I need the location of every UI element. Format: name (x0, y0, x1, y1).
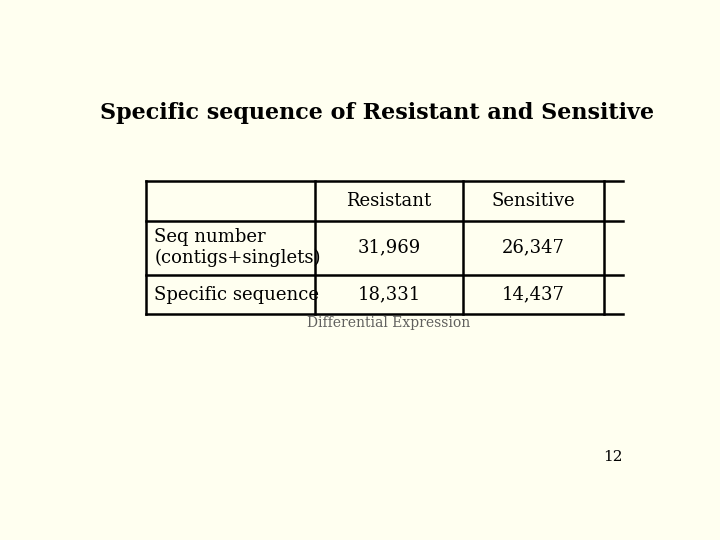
Text: Sensitive: Sensitive (492, 192, 575, 210)
Text: Differential Expression: Differential Expression (307, 316, 471, 330)
Text: 18,331: 18,331 (358, 286, 420, 303)
Text: Specific sequence: Specific sequence (154, 286, 319, 303)
Text: 14,437: 14,437 (502, 286, 565, 303)
Text: 31,969: 31,969 (358, 239, 420, 256)
Text: Specific sequence of Resistant and Sensitive: Specific sequence of Resistant and Sensi… (100, 102, 654, 124)
Text: Resistant: Resistant (346, 192, 432, 210)
Text: 12: 12 (603, 450, 623, 464)
Text: Seq number
(contigs+singlets): Seq number (contigs+singlets) (154, 228, 320, 267)
Text: 26,347: 26,347 (502, 239, 565, 256)
